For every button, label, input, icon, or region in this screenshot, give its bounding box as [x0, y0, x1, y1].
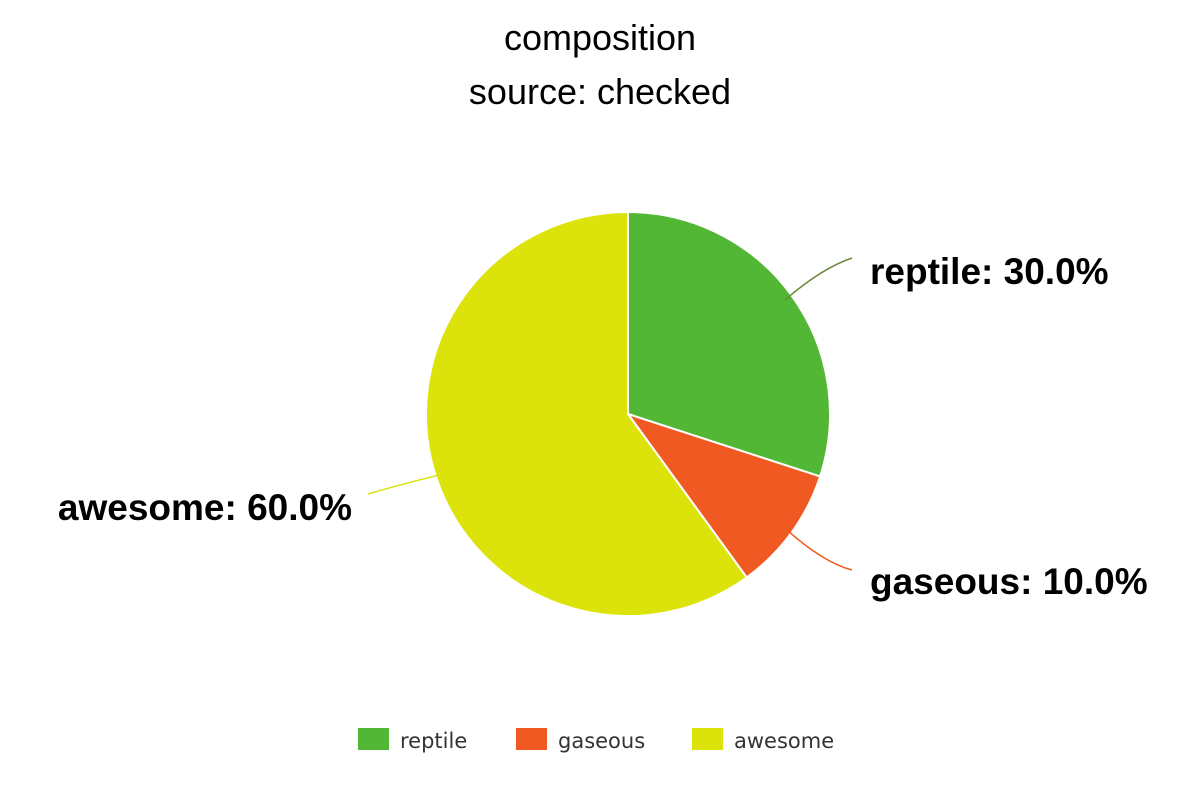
legend-label-awesome: awesome [734, 729, 834, 753]
leader-line-reptile [784, 257, 853, 301]
pie-slice-gaseous[interactable] [627, 413, 822, 579]
legend-item-gaseous[interactable]: gaseous [516, 728, 645, 753]
legend-label-gaseous: gaseous [558, 729, 645, 753]
legend: reptile gaseous awesome [358, 728, 834, 753]
legend-item-awesome[interactable]: awesome [692, 728, 834, 753]
label-leaders [367, 257, 853, 571]
slice-label-awesome: awesome: 60.0% [58, 487, 352, 528]
chart-title: composition [504, 17, 696, 58]
slice-label-gaseous: gaseous: 10.0% [870, 561, 1148, 602]
leader-line-awesome [367, 473, 444, 495]
legend-label-reptile: reptile [400, 729, 467, 753]
legend-swatch-awesome [692, 728, 723, 750]
slice-label-reptile: reptile: 30.0% [870, 251, 1109, 292]
pie-slices [425, 211, 831, 617]
legend-item-reptile[interactable]: reptile [358, 728, 467, 753]
chart-subtitle: source: checked [469, 71, 731, 112]
legend-swatch-gaseous [516, 728, 547, 750]
legend-swatch-reptile [358, 728, 389, 750]
leader-line-gaseous [784, 527, 853, 571]
